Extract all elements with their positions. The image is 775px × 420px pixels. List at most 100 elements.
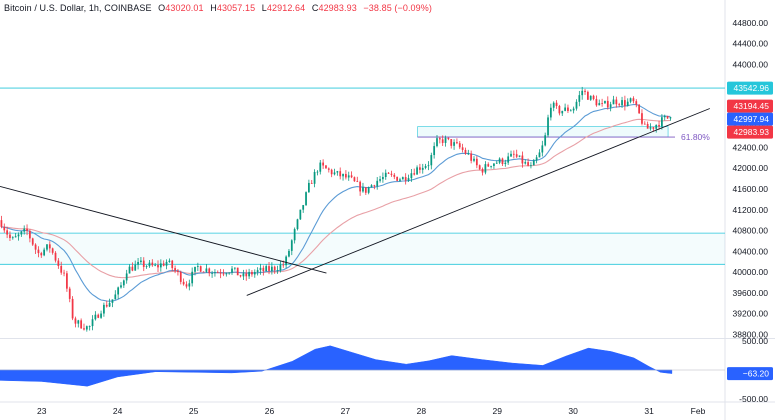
candle-body — [621, 100, 623, 106]
candle-body — [54, 252, 57, 261]
candle-body — [427, 165, 430, 167]
candle-body — [262, 267, 265, 272]
zones-layer: 61.80% — [0, 87, 725, 265]
candle-body — [239, 275, 242, 277]
change-value: −38.85 (−0.09%) — [363, 3, 432, 13]
time-tick-label: 30 — [568, 406, 578, 416]
candle-body — [34, 244, 37, 250]
time-tick-label: Feb — [691, 406, 706, 416]
candle-body — [569, 110, 572, 112]
candle-body — [327, 168, 330, 170]
candle-body — [63, 272, 65, 274]
candle-body — [530, 165, 532, 167]
candle-body — [561, 110, 564, 114]
candle-body — [339, 171, 342, 177]
candle-body — [214, 272, 216, 274]
trendline — [0, 185, 327, 274]
axes-layer: 44800.0044400.0044000.0043600.0043200.00… — [37, 18, 773, 416]
candle-body — [541, 145, 544, 153]
candle-body — [419, 167, 421, 170]
candle-body — [140, 260, 142, 263]
candle-body — [552, 102, 555, 108]
candle-body — [478, 165, 481, 170]
candle-body — [308, 182, 310, 193]
candle-body — [464, 149, 467, 154]
candle-body — [259, 267, 262, 271]
price-tag — [727, 99, 773, 113]
price-tick-label: 44400.00 — [733, 39, 769, 49]
candle-body — [458, 143, 461, 148]
candle-body — [487, 164, 490, 167]
candle-body — [547, 117, 549, 136]
candle-body — [231, 268, 233, 273]
candle-body — [521, 155, 524, 164]
low-value: 42912.64 — [266, 3, 306, 13]
candle-body — [154, 264, 157, 266]
candle-body — [171, 260, 174, 269]
candle-body — [66, 273, 68, 289]
candle-body — [629, 98, 632, 102]
candle-body — [245, 273, 248, 277]
candle-body — [558, 105, 561, 114]
time-tick-label: 25 — [189, 406, 199, 416]
price-tick-label: 44000.00 — [733, 59, 769, 69]
candle-body — [293, 229, 296, 241]
candle-body — [299, 209, 302, 220]
candle-body — [256, 270, 259, 273]
price-tag-label: 42983.93 — [734, 127, 770, 137]
candle-body — [211, 273, 213, 274]
oscillator-tick-label: 500.00 — [742, 336, 768, 346]
candle-body — [196, 266, 199, 267]
candle-body — [589, 95, 592, 100]
oscillator-area — [0, 345, 673, 387]
candle-body — [370, 185, 373, 188]
candle-body — [649, 127, 652, 129]
candle-body — [174, 268, 176, 271]
candle-body — [74, 318, 77, 324]
candle-body — [83, 328, 85, 330]
candle-body — [421, 167, 424, 170]
candle-body — [663, 115, 666, 118]
candle-body — [555, 102, 558, 106]
candle-body — [635, 101, 638, 105]
candle-body — [612, 99, 615, 105]
candle-body — [401, 177, 404, 180]
candle-body — [77, 320, 80, 324]
candle-body — [575, 101, 578, 109]
candle-body — [225, 273, 228, 275]
candle-body — [97, 314, 100, 318]
candle-body — [396, 176, 399, 181]
candle-body — [493, 163, 495, 166]
time-tick-label: 23 — [37, 406, 47, 416]
price-tick-label: 40800.00 — [733, 226, 769, 236]
candle-body — [373, 185, 376, 187]
candle-body — [367, 187, 370, 193]
price-tag — [727, 81, 773, 95]
candle-body — [310, 182, 313, 184]
candle-body — [475, 158, 478, 166]
candle-body — [407, 178, 410, 181]
candle-body — [322, 162, 325, 166]
candle-body — [498, 158, 501, 163]
candle-body — [390, 173, 393, 175]
time-tick-label: 29 — [493, 406, 503, 416]
candle-body — [379, 179, 381, 181]
candle-body — [194, 266, 196, 272]
candle-body — [117, 287, 120, 295]
low-label: L — [261, 3, 267, 13]
fib-level-label: 61.80% — [681, 132, 710, 142]
candle-body — [48, 244, 51, 249]
candle-body — [37, 249, 40, 254]
candle-body — [345, 173, 347, 178]
price-tick-label: 39600.00 — [733, 288, 769, 298]
candle-body — [125, 273, 128, 281]
candle-body — [364, 187, 367, 193]
candle-body — [248, 271, 250, 277]
candle-body — [515, 154, 518, 157]
candle-body — [137, 262, 139, 265]
price-tick-label: 42400.00 — [733, 142, 769, 152]
price-tick-label: 39200.00 — [733, 309, 769, 319]
candle-body — [302, 205, 305, 210]
candle-body — [666, 115, 669, 119]
